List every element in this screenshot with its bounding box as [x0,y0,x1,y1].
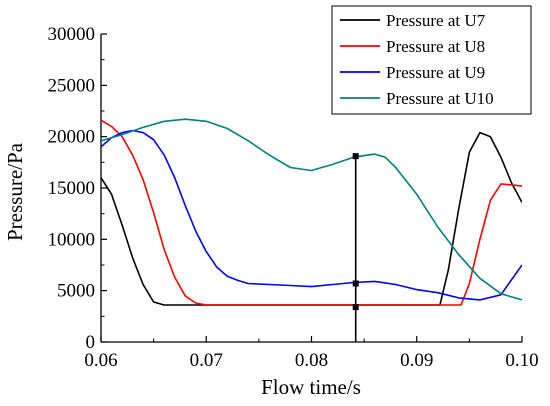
tick-labels: 0.06 0.07 0.08 0.09 0.10 0 5000 10000 15000 20000… [48,24,539,371]
y-tick-label: 20000 [48,127,96,148]
x-tick-label: 0.08 [295,350,328,371]
marker-square [352,304,359,311]
legend-label: Pressure at U9 [386,63,485,82]
legend: Pressure at U7 Pressure at U8 Pressure at … [331,5,532,115]
marker-square [352,280,359,287]
legend-label: Pressure at U8 [386,37,485,56]
series-line-1 [101,131,522,306]
marker-square [352,153,359,160]
marker-line-group [352,153,359,342]
x-tick-label: 0.06 [84,350,117,371]
series-line-4 [101,118,522,301]
y-tick-label: 30000 [48,24,96,45]
legend-label: Pressure at U7 [386,11,486,30]
y-tick-label: 10000 [48,229,96,250]
series-line-2 [101,119,522,306]
x-tick-label: 0.09 [400,350,433,371]
x-tick-label: 0.07 [190,350,223,371]
y-axis-title: Pressure/Pa [3,142,27,241]
y-tick-label: 5000 [57,281,95,302]
series-line-3 [101,129,522,301]
legend-box [331,5,532,115]
series-layer [101,118,522,306]
x-tick-label: 0.10 [505,350,538,371]
y-tick-label: 15000 [48,178,96,199]
axes [100,33,523,343]
legend-label: Pressure at U10 [386,89,494,108]
y-tick-label: 0 [86,332,96,353]
y-tick-label: 25000 [48,75,96,96]
x-axis-title: Flow time/s [261,375,361,399]
